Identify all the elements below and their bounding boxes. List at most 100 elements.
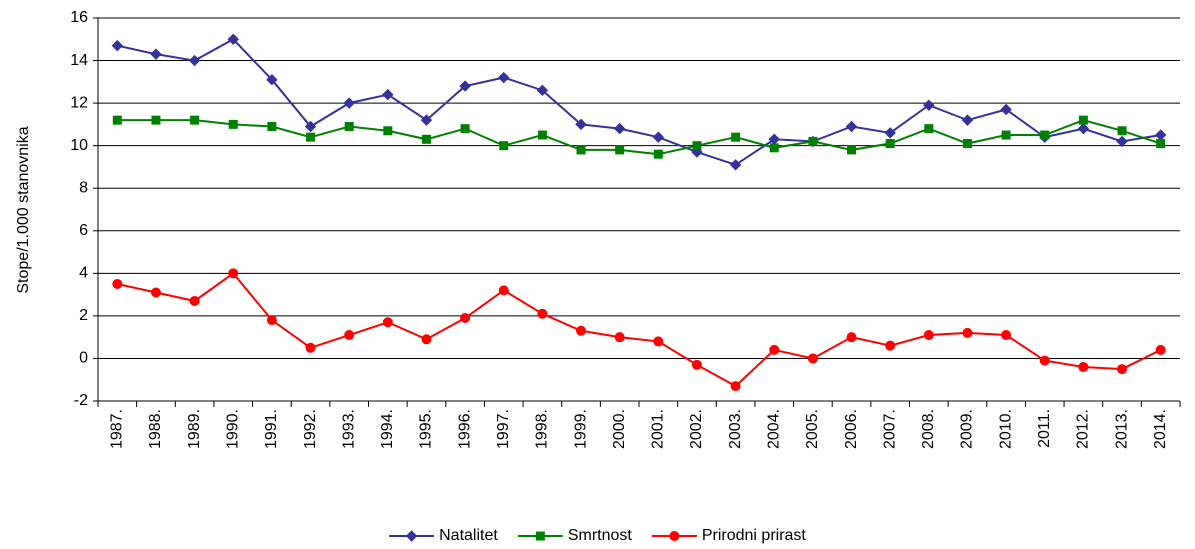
marker [846,332,857,343]
marker [1078,361,1089,372]
marker [808,136,818,146]
marker [112,115,122,125]
marker [884,127,896,139]
x-tick-label: 2008. [920,409,937,449]
x-tick-label: 1988. [147,409,164,449]
marker [1078,115,1088,125]
marker [807,353,818,364]
marker [845,120,858,133]
x-tick-label: 2002. [688,409,705,449]
marker [576,145,586,155]
series-line [117,38,1161,166]
x-tick-label: 1990. [224,409,241,449]
marker [382,88,394,101]
x-tick-label: 2000. [611,409,628,449]
marker [266,315,277,326]
x-tick-label: 1997. [495,409,512,449]
marker [615,145,625,155]
x-tick-label: 1994. [379,409,396,449]
marker [961,114,974,126]
marker [1156,139,1166,149]
x-tick-label: 2004. [765,409,782,449]
x-tick-label: 2007. [881,409,898,449]
marker [189,295,200,306]
x-tick-label: 2009. [959,409,976,449]
x-tick-label: 2011. [1036,409,1053,448]
marker [729,159,742,171]
marker [420,114,433,126]
marker [267,122,277,132]
x-tick-label: 1998. [534,409,551,449]
x-tick-label: 2013. [1113,409,1130,449]
marker [343,97,355,109]
marker [653,149,663,159]
marker [769,143,779,153]
marker [652,131,665,143]
marker [304,120,317,133]
x-tick-label: 1991. [263,409,280,449]
x-tick-label: 2003. [727,409,744,449]
marker [537,308,548,319]
marker [112,278,123,289]
series-line [117,119,1161,156]
y-tick-label: 0 [79,350,88,367]
marker [962,139,972,149]
marker [923,330,934,341]
y-tick-label: 2 [79,307,88,324]
y-tick-label: 6 [79,222,88,239]
marker [151,115,161,125]
marker [1117,364,1128,375]
marker [227,33,239,45]
x-tick-label: 1987. [109,409,126,449]
marker [306,132,316,142]
legend-label: Smrtnost [568,527,633,544]
marker [266,73,278,86]
x-tick-label: 2014. [1152,409,1169,449]
marker [962,327,973,338]
y-tick-label: 10 [70,137,88,154]
legend-label: Prirodni prirast [702,527,807,544]
marker [576,325,587,336]
marker [190,115,200,125]
y-axis-label: Stope/1.000 stanovnika [15,126,32,293]
x-tick-label: 1999. [572,409,589,449]
y-tick-label: 4 [79,265,88,282]
x-tick-label: 2012. [1075,409,1092,449]
x-tick-label: 1993. [340,409,357,449]
x-tick-label: 2001. [650,409,667,449]
marker [924,124,934,134]
marker [730,381,741,392]
legend-marker [405,530,418,542]
y-tick-label: 14 [70,52,88,69]
y-tick-label: 12 [70,94,88,111]
marker [1155,344,1166,355]
marker [421,134,431,144]
marker [188,54,201,67]
marker [769,344,780,355]
marker [305,342,316,353]
marker [1077,122,1090,135]
marker [1117,126,1127,136]
y-tick-label: 8 [79,179,88,196]
legend-marker [535,531,545,541]
marker [1001,130,1011,140]
marker [1000,103,1012,116]
marker [150,287,161,298]
x-tick-label: 1996. [456,409,473,449]
x-tick-label: 1992. [302,409,319,449]
marker [1154,129,1167,141]
marker [498,71,510,84]
marker [691,359,702,370]
y-tick-label: 16 [70,9,88,26]
marker [885,139,895,149]
marker [731,132,741,142]
marker [459,80,471,92]
marker [1001,330,1012,341]
marker [228,119,238,129]
marker [1040,130,1050,140]
marker [344,330,355,341]
marker [383,126,393,136]
marker [498,285,509,296]
marker [653,336,664,347]
marker [536,84,549,97]
